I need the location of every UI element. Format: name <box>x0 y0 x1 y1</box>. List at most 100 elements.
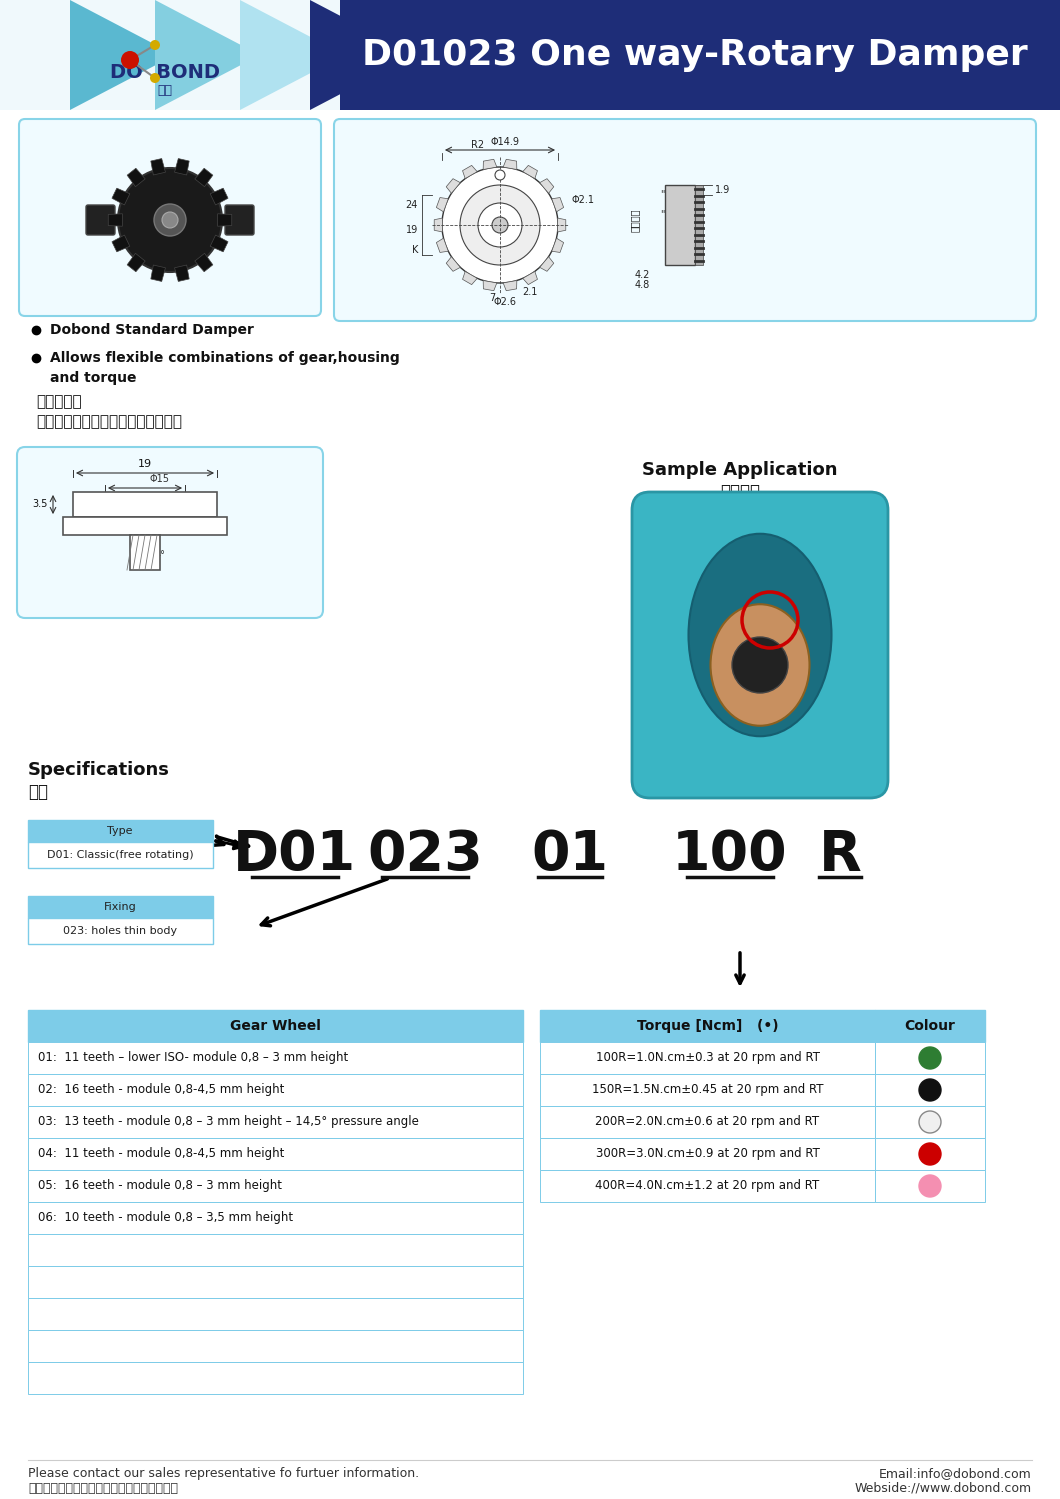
Bar <box>695 184 703 265</box>
Bar <box>874 1106 985 1138</box>
Bar <box>63 517 227 535</box>
Circle shape <box>919 1144 941 1165</box>
Polygon shape <box>552 198 564 211</box>
Text: "B": "B" <box>660 210 676 220</box>
Polygon shape <box>210 235 228 252</box>
Bar <box>28 1171 523 1202</box>
Polygon shape <box>504 280 517 291</box>
Bar <box>28 1138 523 1171</box>
Bar <box>540 1138 874 1171</box>
Text: D01023 One way-Rotary Damper: D01023 One way-Rotary Damper <box>363 37 1028 72</box>
Bar <box>540 1010 874 1042</box>
Text: 扭力方向: 扭力方向 <box>630 208 640 232</box>
Text: Φ14.9: Φ14.9 <box>491 136 519 147</box>
Text: Type: Type <box>107 826 132 836</box>
Text: Specifications: Specifications <box>28 761 170 779</box>
Polygon shape <box>127 253 145 271</box>
Text: Please contact our sales representative fo furtuer information.: Please contact our sales representative … <box>28 1468 419 1481</box>
Circle shape <box>154 204 186 235</box>
Text: Sample Application: Sample Application <box>642 462 837 480</box>
Bar <box>28 1363 523 1394</box>
Text: 400R=4.0N.cm±1.2 at 20 rpm and RT: 400R=4.0N.cm±1.2 at 20 rpm and RT <box>596 1180 819 1193</box>
Circle shape <box>151 40 160 49</box>
Bar <box>28 1234 523 1267</box>
Text: Colour: Colour <box>904 1019 955 1033</box>
Polygon shape <box>70 0 175 109</box>
Polygon shape <box>462 271 477 285</box>
Bar <box>28 1106 523 1138</box>
FancyBboxPatch shape <box>334 118 1036 321</box>
Circle shape <box>162 211 178 228</box>
Polygon shape <box>310 0 416 109</box>
Bar <box>540 1171 874 1202</box>
Text: Φ15: Φ15 <box>151 474 170 484</box>
Polygon shape <box>558 217 566 232</box>
Text: 24: 24 <box>406 199 418 210</box>
Text: 023: holes thin body: 023: holes thin body <box>63 926 177 935</box>
Polygon shape <box>446 256 460 271</box>
Bar <box>665 184 695 265</box>
Bar <box>28 1202 523 1234</box>
Polygon shape <box>175 159 189 175</box>
Polygon shape <box>217 214 232 226</box>
Text: 01: 01 <box>531 827 608 881</box>
Text: 300R=3.0N.cm±0.9 at 20 rpm and RT: 300R=3.0N.cm±0.9 at 20 rpm and RT <box>596 1148 819 1160</box>
Circle shape <box>118 168 222 271</box>
Polygon shape <box>112 235 129 252</box>
Circle shape <box>460 184 540 265</box>
Polygon shape <box>437 238 448 252</box>
Text: 100R=1.0N.cm±0.3 at 20 rpm and RT: 100R=1.0N.cm±0.3 at 20 rpm and RT <box>596 1051 819 1064</box>
Bar <box>340 0 1060 109</box>
FancyBboxPatch shape <box>17 447 323 618</box>
Polygon shape <box>437 198 448 211</box>
Polygon shape <box>552 238 564 252</box>
Text: 100: 100 <box>672 827 788 881</box>
Text: 19: 19 <box>138 459 152 469</box>
Text: 1.9: 1.9 <box>716 184 730 195</box>
Polygon shape <box>483 280 497 291</box>
Ellipse shape <box>689 534 831 736</box>
Bar <box>874 1171 985 1202</box>
FancyBboxPatch shape <box>86 205 114 235</box>
Circle shape <box>919 1079 941 1100</box>
Circle shape <box>919 1175 941 1198</box>
Polygon shape <box>195 253 213 271</box>
Polygon shape <box>540 256 553 271</box>
Polygon shape <box>155 0 260 109</box>
Circle shape <box>919 1111 941 1133</box>
Polygon shape <box>523 271 537 285</box>
Text: 023: 023 <box>367 827 483 881</box>
Bar <box>130 535 160 570</box>
Circle shape <box>919 1046 941 1069</box>
Circle shape <box>442 166 558 283</box>
Text: 度邦: 度邦 <box>158 84 173 96</box>
Text: K: K <box>411 244 418 255</box>
Text: 3.5: 3.5 <box>33 499 48 510</box>
Text: Webside://www.dobond.com: Webside://www.dobond.com <box>854 1481 1032 1495</box>
Text: Email:info@dobond.com: Email:info@dobond.com <box>879 1468 1032 1481</box>
Bar <box>73 492 217 517</box>
Text: 4°: 4° <box>155 550 165 561</box>
Polygon shape <box>446 178 460 193</box>
Text: 03:  13 teeth - module 0,8 – 3 mm height – 14,5° pressure angle: 03: 13 teeth - module 0,8 – 3 mm height … <box>38 1115 419 1129</box>
Bar <box>28 1298 523 1330</box>
Text: 150R=1.5N.cm±0.45 at 20 rpm and RT: 150R=1.5N.cm±0.45 at 20 rpm and RT <box>591 1084 824 1096</box>
Bar <box>0 0 1060 109</box>
Bar <box>874 1138 985 1171</box>
Bar <box>540 1073 874 1106</box>
Polygon shape <box>504 159 517 169</box>
Polygon shape <box>127 168 145 187</box>
Polygon shape <box>210 189 228 205</box>
Ellipse shape <box>710 604 810 726</box>
FancyBboxPatch shape <box>632 492 888 797</box>
Circle shape <box>732 637 788 693</box>
Text: R: R <box>818 827 862 881</box>
Text: DO  BOND: DO BOND <box>110 63 220 81</box>
Polygon shape <box>435 217 442 232</box>
Text: and torque: and torque <box>50 370 137 385</box>
Text: Torque [Ncm]   (•): Torque [Ncm] (•) <box>637 1019 778 1033</box>
Bar <box>28 1267 523 1298</box>
Text: 有关详细内容，请联系本公司业务代表沽谈。: 有关详细内容，请联系本公司业务代表沽谈。 <box>28 1481 178 1495</box>
Text: 应用案例: 应用案例 <box>720 483 760 501</box>
Bar <box>28 1010 523 1042</box>
